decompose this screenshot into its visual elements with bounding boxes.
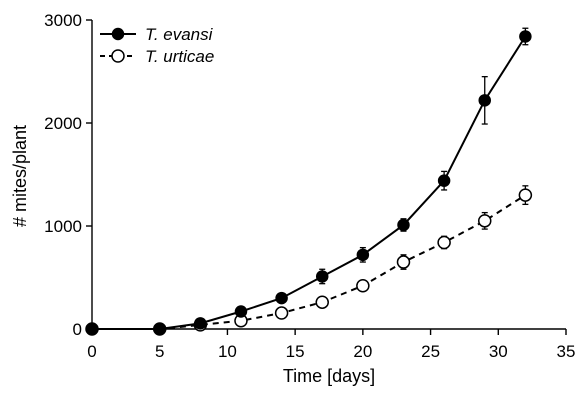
- series-filled: [85, 27, 532, 336]
- data-point: [396, 255, 411, 269]
- ticks: 0 5 10 15 20 25 30 35 0 1000 2000 3000: [44, 11, 575, 361]
- legend: T. evansi T. urticae: [100, 25, 214, 66]
- y-tick-label: 0: [73, 320, 82, 339]
- series-line: [92, 194, 526, 330]
- series-open: [85, 185, 533, 336]
- data-point: [194, 317, 207, 330]
- data-point: [437, 235, 451, 250]
- data-point: [234, 305, 248, 318]
- axes: [91, 20, 566, 330]
- x-tick-label: 5: [155, 342, 164, 361]
- x-tick-label: 30: [489, 342, 508, 361]
- data-point: [274, 306, 289, 320]
- x-tick-label: 35: [557, 342, 575, 361]
- x-tick-label: 0: [87, 342, 96, 361]
- x-tick-label: 20: [353, 342, 372, 361]
- legend-marker: [111, 27, 125, 41]
- y-axis-title: # mites/plant: [10, 125, 30, 227]
- data-point: [315, 270, 329, 283]
- x-tick-label: 10: [218, 342, 237, 361]
- data-point: [275, 291, 288, 305]
- y-tick-label: 3000: [44, 11, 82, 30]
- data-point: [477, 214, 492, 228]
- series-line: [92, 35, 527, 330]
- data-point: [315, 295, 329, 309]
- y-tick-label: 2000: [44, 114, 82, 133]
- legend-marker: [111, 49, 125, 63]
- data-point: [518, 188, 533, 202]
- data-point: [519, 30, 532, 43]
- data-point: [356, 278, 370, 293]
- legend-label: T. urticae: [145, 47, 214, 66]
- data-point: [356, 248, 370, 262]
- x-axis-title: Time [days]: [283, 366, 375, 386]
- legend-label: T. evansi: [145, 25, 214, 44]
- data-point: [478, 94, 491, 107]
- data-point: [153, 322, 166, 336]
- data-point: [397, 218, 410, 232]
- data-point: [85, 322, 99, 336]
- series-layer: [85, 27, 533, 336]
- y-tick-label: 1000: [44, 217, 82, 236]
- x-tick-label: 15: [286, 342, 305, 361]
- x-tick-label: 25: [421, 342, 440, 361]
- data-point: [437, 174, 451, 187]
